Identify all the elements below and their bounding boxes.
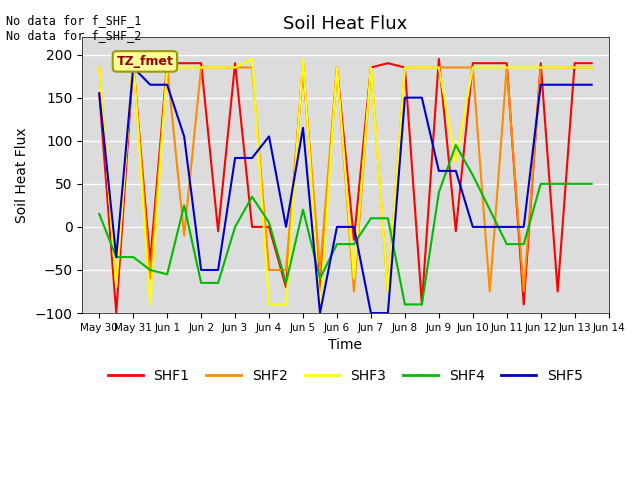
Text: No data for f_SHF_1
No data for f_SHF_2: No data for f_SHF_1 No data for f_SHF_2 [6, 14, 142, 42]
X-axis label: Time: Time [328, 338, 362, 352]
Title: Soil Heat Flux: Soil Heat Flux [284, 15, 408, 33]
Text: TZ_fmet: TZ_fmet [116, 55, 173, 68]
Y-axis label: Soil Heat Flux: Soil Heat Flux [15, 127, 29, 223]
Legend: SHF1, SHF2, SHF3, SHF4, SHF5: SHF1, SHF2, SHF3, SHF4, SHF5 [102, 364, 589, 389]
